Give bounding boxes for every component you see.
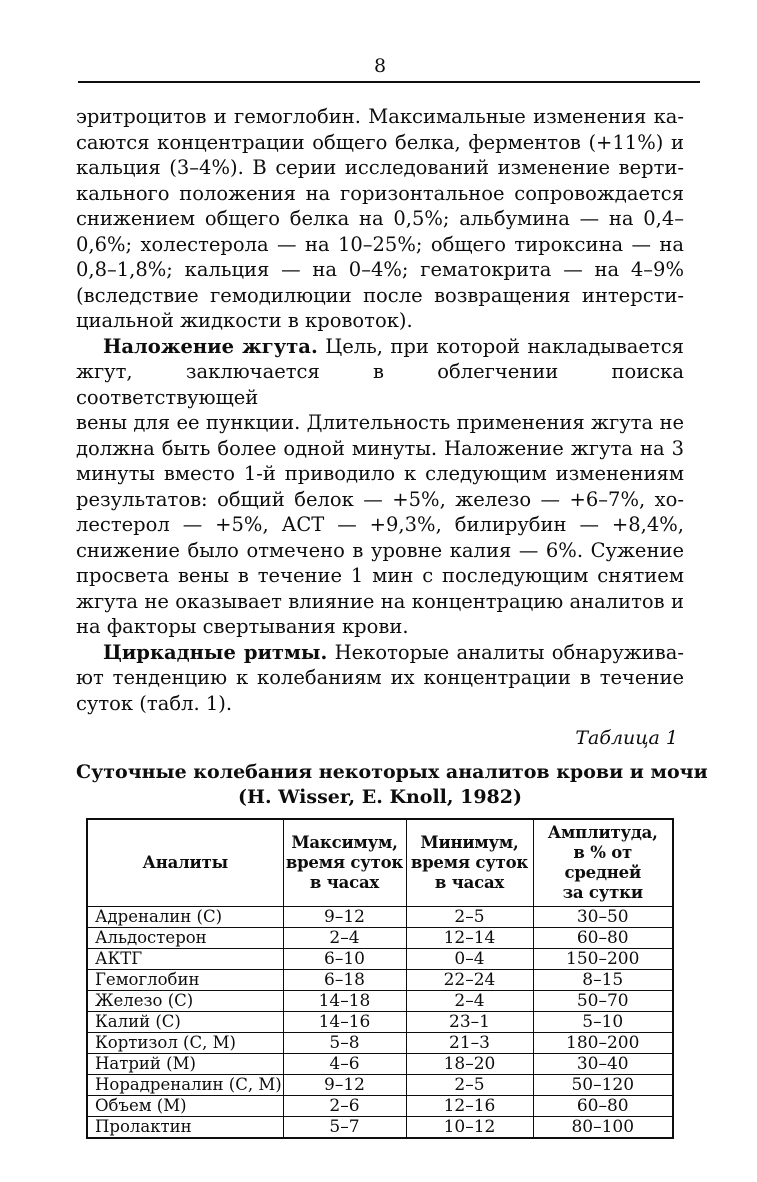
value-cell: 60–80 xyxy=(532,1095,674,1117)
page-content: эритроцитов и гемоглобин. Максимальные и… xyxy=(76,104,708,1139)
text-line: вены для ее пункции. Длительность примен… xyxy=(76,411,684,434)
value-cell: 2–6 xyxy=(282,1095,407,1117)
table-row: Железо (С) 14–18 2–4 50–70 xyxy=(86,990,674,1012)
text-line: жгут, заключается в облегчении поиска со… xyxy=(76,360,684,409)
column-header: Максимум, время суток в часах xyxy=(282,818,407,907)
analyte-cell: Гемоглобин xyxy=(86,969,284,991)
analyte-cell: Объем (М) xyxy=(86,1095,284,1117)
body-text: эритроцитов и гемоглобин. Максимальные и… xyxy=(76,104,684,716)
paragraph-lead: Циркадные ритмы. xyxy=(103,640,328,664)
value-cell: 5–10 xyxy=(532,1011,674,1033)
text-line: просвета вены в течение 1 мин с последую… xyxy=(76,564,684,587)
value-cell: 2–5 xyxy=(405,1074,534,1096)
value-cell: 50–120 xyxy=(532,1074,674,1096)
text-line: 0,6%; холестерола — на 10–25%; общего ти… xyxy=(76,232,684,256)
paragraph: Циркадные ритмы. Некоторые аналиты обнар… xyxy=(76,640,684,717)
value-cell: 18–20 xyxy=(405,1053,534,1075)
analyte-cell: Натрий (М) xyxy=(86,1053,284,1075)
value-cell: 12–14 xyxy=(405,927,534,949)
value-cell: 9–12 xyxy=(282,1074,407,1096)
text-line: суток (табл. 1). xyxy=(76,691,233,715)
value-cell: 6–18 xyxy=(282,969,407,991)
text-line: на факторы свертывания крови. xyxy=(76,615,409,638)
table-body: Адреналин (С) 9–12 2–5 30–50 Альдостерон 2–4 1… xyxy=(86,906,674,1139)
table-row: Объем (М) 2–6 12–16 60–80 xyxy=(86,1095,674,1117)
value-cell: 30–40 xyxy=(532,1053,674,1075)
table-row: Пролактин 5–7 10–12 80–100 xyxy=(86,1116,674,1139)
value-cell: 23–1 xyxy=(405,1011,534,1033)
page-number: 8 xyxy=(373,55,387,77)
paragraph: эритроцитов и гемоглобин. Максимальные и… xyxy=(76,104,684,334)
table-header-row: Аналиты Максимум, время суток в часах Мини… xyxy=(86,818,674,907)
text-line: Наложение жгута. Цель, при которой накла… xyxy=(103,334,684,358)
text-line: эритроцитов и гемоглобин. Максимальные и… xyxy=(76,105,684,128)
table-row: АКТГ 6–10 0–4 150–200 xyxy=(86,948,674,970)
text-line: ют тенденцию к колебаниям их концентраци… xyxy=(76,666,684,689)
text-line: (вследствие гемодилюции после возвращени… xyxy=(76,283,684,307)
value-cell: 6–10 xyxy=(282,948,407,970)
value-cell: 150–200 xyxy=(532,948,674,970)
header-rule xyxy=(78,81,700,83)
paragraph: Наложение жгута. Цель, при которой накла… xyxy=(76,334,684,640)
analyte-cell: Адреналин (С) xyxy=(86,906,284,928)
text-line: минуты вместо 1-й приводило к следующим … xyxy=(76,462,684,485)
analytes-table: Аналиты Максимум, время суток в часах Мини… xyxy=(86,818,674,1139)
text-line: должна быть более одной минуты. Наложени… xyxy=(76,436,684,460)
text-line: Циркадные ритмы. Некоторые аналиты обнар… xyxy=(103,640,684,664)
value-cell: 5–7 xyxy=(282,1116,407,1139)
table-caption-line2: (H. Wisser, E. Knoll, 1982) xyxy=(238,786,522,808)
paragraph-lead: Наложение жгута. xyxy=(103,334,318,358)
table-row: Натрий (М) 4–6 18–20 30–40 xyxy=(86,1053,674,1075)
analyte-cell: Норадреналин (С, М) xyxy=(86,1074,284,1096)
table-row: Кортизол (С, М) 5–8 21–3 180–200 xyxy=(86,1032,674,1054)
column-header: Амплитуда, в % от средней за сутки xyxy=(532,818,674,907)
value-cell: 10–12 xyxy=(405,1116,534,1139)
analyte-cell: Железо (С) xyxy=(86,990,284,1012)
table-row: Гемоглобин 6–18 22–24 8–15 xyxy=(86,969,674,991)
analyte-cell: АКТГ xyxy=(86,948,284,970)
value-cell: 8–15 xyxy=(532,969,674,991)
value-cell: 80–100 xyxy=(532,1116,674,1139)
text-line: кального положения на горизонтальное соп… xyxy=(76,181,684,205)
value-cell: 2–4 xyxy=(405,990,534,1012)
text-line: кальция (3–4%). В серии исследований изм… xyxy=(76,156,684,179)
text-line: снижение было отмечено в уровне калия — … xyxy=(76,538,684,562)
text-line: саются концентрации общего белка, фермен… xyxy=(76,130,684,154)
analyte-cell: Альдостерон xyxy=(86,927,284,949)
value-cell: 0–4 xyxy=(405,948,534,970)
analyte-cell: Калий (С) xyxy=(86,1011,284,1033)
text-line: циальной жидкости в кровоток). xyxy=(76,309,413,332)
value-cell: 5–8 xyxy=(282,1032,407,1054)
value-cell: 9–12 xyxy=(282,906,407,928)
value-cell: 14–18 xyxy=(282,990,407,1012)
table-row: Адреналин (С) 9–12 2–5 30–50 xyxy=(86,906,674,928)
text-line: жгута не оказывает влияние на концентрац… xyxy=(76,589,684,613)
value-cell: 2–5 xyxy=(405,906,534,928)
value-cell: 180–200 xyxy=(532,1032,674,1054)
table-caption-line1: Суточные колебания некоторых аналитов кр… xyxy=(76,761,708,783)
column-header: Аналиты xyxy=(86,818,284,907)
table-label: Таблица 1 xyxy=(575,727,678,749)
value-cell: 21–3 xyxy=(405,1032,534,1054)
value-cell: 12–16 xyxy=(405,1095,534,1117)
value-cell: 30–50 xyxy=(532,906,674,928)
value-cell: 22–24 xyxy=(405,969,534,991)
text-line: результатов: общий белок — +5%, железо —… xyxy=(76,487,684,511)
analyte-cell: Кортизол (С, М) xyxy=(86,1032,284,1054)
value-cell: 60–80 xyxy=(532,927,674,949)
value-cell: 2–4 xyxy=(282,927,407,949)
table-row: Норадреналин (С, М) 9–12 2–5 50–120 xyxy=(86,1074,674,1096)
table-caption: Суточные колебания некоторых аналитов кр… xyxy=(76,760,708,810)
text-line: 0,8–1,8%; кальция — на 0–4%; гематокрита… xyxy=(76,258,684,281)
value-cell: 4–6 xyxy=(282,1053,407,1075)
table-row: Альдостерон 2–4 12–14 60–80 xyxy=(86,927,674,949)
analyte-cell: Пролактин xyxy=(86,1116,284,1139)
text-line: лестерол — +5%, АСТ — +9,3%, билирубин —… xyxy=(76,513,684,536)
table-row: Калий (С) 14–16 23–1 5–10 xyxy=(86,1011,674,1033)
value-cell: 50–70 xyxy=(532,990,674,1012)
value-cell: 14–16 xyxy=(282,1011,407,1033)
column-header: Минимум, время суток в часах xyxy=(405,818,534,907)
text-line: снижением общего белка на 0,5%; альбумин… xyxy=(76,207,684,230)
